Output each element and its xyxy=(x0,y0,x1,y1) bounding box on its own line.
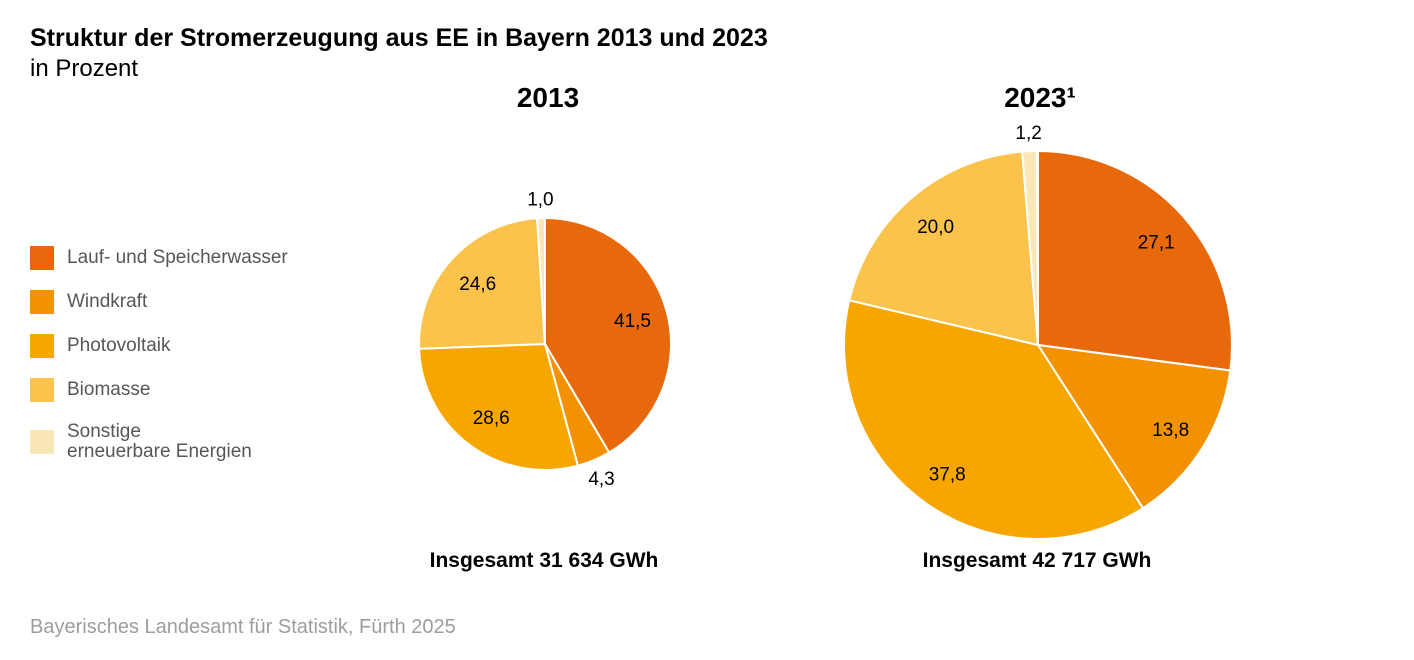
legend-swatch-biomasse xyxy=(30,378,54,402)
pie-slice-photovoltaik xyxy=(843,299,1144,540)
legend-label-sonstige-erneuerbare-energien: Sonstige erneuerbare Energien xyxy=(67,421,252,462)
legend-swatch-lauf-und-speicherwasser xyxy=(30,246,54,270)
legend-swatch-sonstige-erneuerbare-energien xyxy=(30,430,54,454)
pie-value-label-sonstige-erneuerbare-energien: 1,2 xyxy=(1015,123,1041,144)
pie-slice-photovoltaik xyxy=(418,343,579,471)
page-title: Struktur der Stromerzeugung aus EE in Ba… xyxy=(30,24,768,52)
total-label-2023: Insgesamt 42 717 GWh xyxy=(922,549,1152,572)
legend-swatch-windkraft xyxy=(30,290,54,314)
pie-value-label-photovoltaik: 28,6 xyxy=(473,408,510,429)
pie-slice-sonstige-erneuerbare-energien xyxy=(1021,150,1039,346)
pie-slice-biomasse xyxy=(848,150,1039,346)
legend-label-windkraft: Windkraft xyxy=(67,291,148,312)
pie-title-2023: 2023¹ xyxy=(1004,82,1076,113)
pie-value-label-biomasse: 20,0 xyxy=(917,217,954,238)
legend-label-photovoltaik: Photovoltaik xyxy=(67,335,171,356)
pie-value-label-windkraft: 4,3 xyxy=(588,469,614,490)
legend-item-windkraft: Windkraft xyxy=(30,290,288,314)
pie-value-label-lauf-und-speicherwasser: 27,1 xyxy=(1138,232,1175,253)
source-attribution: Bayerisches Landesamt für Statistik, Für… xyxy=(30,616,456,638)
legend-item-sonstige-erneuerbare-energien: Sonstige erneuerbare Energien xyxy=(30,422,288,462)
pie-slice-biomasse xyxy=(418,217,546,350)
pie-value-label-windkraft: 13,8 xyxy=(1152,420,1189,441)
pie-chart-2023: 27,1 13,8 37,8 20,0 1,2 xyxy=(843,123,1233,540)
pie-chart-2013: 41,5 4,3 28,6 24,6 1,0 xyxy=(418,190,672,490)
legend-swatch-photovoltaik xyxy=(30,334,54,358)
pie-slice-sonstige-erneuerbare-energien xyxy=(536,217,546,345)
total-label-2013: Insgesamt 31 634 GWh xyxy=(429,549,659,572)
pie-value-label-biomasse: 24,6 xyxy=(459,274,496,295)
legend-item-lauf-und-speicherwasser: Lauf- und Speicherwasser xyxy=(30,246,288,270)
pie-value-label-sonstige-erneuerbare-energien: 1,0 xyxy=(527,190,553,211)
legend: Lauf- und Speicherwasser Windkraft Photo… xyxy=(30,246,288,482)
legend-item-biomasse: Biomasse xyxy=(30,378,288,402)
pie-title-2013: 2013 xyxy=(516,82,580,113)
legend-item-photovoltaik: Photovoltaik xyxy=(30,334,288,358)
legend-label-biomasse: Biomasse xyxy=(67,379,151,400)
pie-slice-windkraft xyxy=(1037,344,1232,510)
pie-value-label-photovoltaik: 37,8 xyxy=(929,464,966,485)
legend-label-lauf-und-speicherwasser: Lauf- und Speicherwasser xyxy=(67,247,288,268)
page-subtitle: in Prozent xyxy=(30,55,139,82)
pie-slice-lauf-und-speicherwasser xyxy=(544,217,672,454)
chart-header: Struktur der Stromerzeugung aus EE in Ba… xyxy=(30,22,768,84)
pie-value-label-lauf-und-speicherwasser: 41,5 xyxy=(614,311,651,332)
pie-slice-lauf-und-speicherwasser xyxy=(1037,150,1233,372)
